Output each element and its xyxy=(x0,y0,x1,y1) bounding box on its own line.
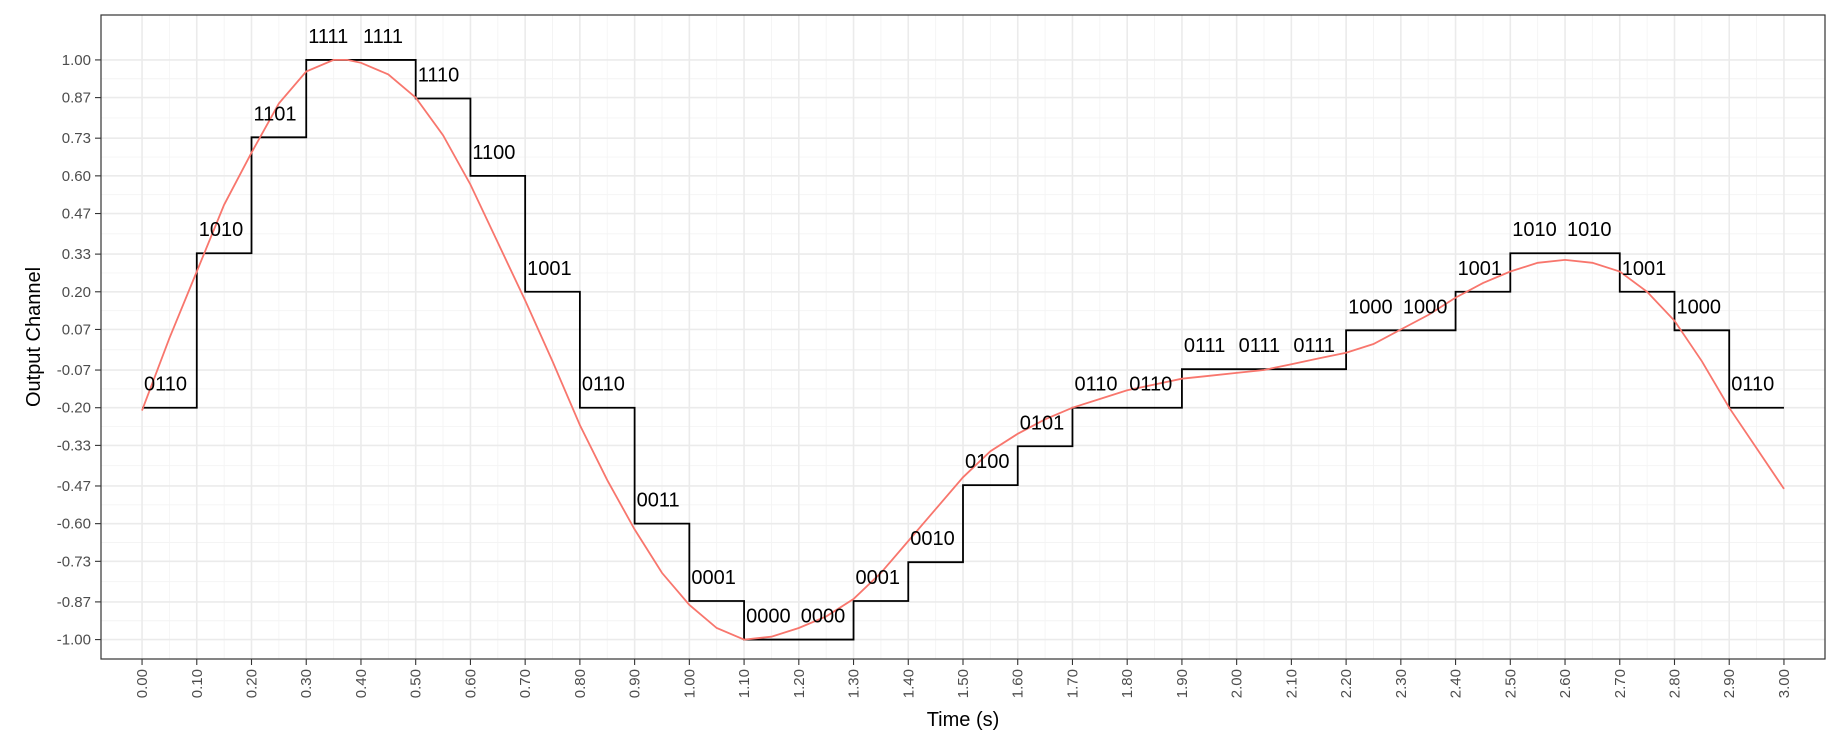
step-line xyxy=(142,59,1784,641)
x-tick-label: 1.70 xyxy=(1064,669,1081,698)
x-tick-label: 2.00 xyxy=(1229,669,1246,698)
y-tick-label: 0.47 xyxy=(62,206,91,223)
code-label: 1000 xyxy=(1403,296,1448,318)
x-tick-label: 2.20 xyxy=(1338,669,1355,698)
code-label: 0010 xyxy=(910,528,955,550)
x-axis-title: Time (s) xyxy=(927,709,1000,731)
y-tick-label: 1.00 xyxy=(62,52,91,69)
code-label: 0111 xyxy=(1239,335,1281,357)
quantized-step-series xyxy=(142,59,1784,641)
code-label: 0000 xyxy=(746,606,791,628)
y-tick-label: -1.00 xyxy=(57,632,91,649)
x-tick-label: 2.50 xyxy=(1502,669,1519,698)
y-tick-label: -0.47 xyxy=(57,478,91,495)
x-tick-label: 3.00 xyxy=(1776,669,1793,698)
x-tick-label: 1.80 xyxy=(1119,669,1136,698)
code-label: 1000 xyxy=(1348,296,1393,318)
x-tick-label: 1.30 xyxy=(846,669,863,698)
code-label: 0111 xyxy=(1184,335,1226,357)
x-tick-label: 1.00 xyxy=(681,669,698,698)
code-label: 0100 xyxy=(965,451,1010,473)
x-tick-label: 0.80 xyxy=(572,669,589,698)
code-label: 1100 xyxy=(472,142,515,164)
code-label: 1010 xyxy=(1512,219,1557,241)
code-label: 1111 xyxy=(308,26,348,48)
x-tick-label: 0.10 xyxy=(189,669,206,698)
x-tick-label: 0.20 xyxy=(244,669,261,698)
analog-signal-line xyxy=(141,59,1785,641)
analog-signal-series xyxy=(141,59,1785,641)
x-tick-label: 2.10 xyxy=(1283,669,1300,698)
x-tick-label: 0.30 xyxy=(298,669,315,698)
y-axis-title: Output Channel xyxy=(23,267,45,407)
x-tick-label: 0.90 xyxy=(627,669,644,698)
x-tick-label: 2.70 xyxy=(1612,669,1629,698)
code-label: 1111 xyxy=(363,26,403,48)
code-label: 1110 xyxy=(418,64,460,86)
y-tick-label: 0.87 xyxy=(62,90,91,107)
x-tick-label: 0.50 xyxy=(408,669,425,698)
y-tick-label: 0.73 xyxy=(62,130,91,147)
code-label: 0110 xyxy=(1074,374,1117,396)
x-tick-label: 2.90 xyxy=(1721,669,1738,698)
x-tick-label: 0.00 xyxy=(134,669,151,698)
x-tick-label: 1.40 xyxy=(900,669,917,698)
code-label: 0001 xyxy=(691,567,736,589)
code-label: 0110 xyxy=(144,374,187,396)
x-tick-label: 0.70 xyxy=(517,669,534,698)
code-label: 1010 xyxy=(199,219,244,241)
x-tick-label: 1.10 xyxy=(736,669,753,698)
code-label: 0110 xyxy=(582,374,625,396)
x-tick-label: 2.40 xyxy=(1448,669,1465,698)
x-tick-label: 2.60 xyxy=(1557,669,1574,698)
code-label: 0111 xyxy=(1293,335,1335,357)
y-tick-label: 0.33 xyxy=(62,246,91,263)
code-label: 1000 xyxy=(1676,296,1721,318)
x-tick-label: 0.40 xyxy=(353,669,370,698)
y-tick-label: 0.07 xyxy=(62,321,91,338)
code-label: 1010 xyxy=(1567,219,1612,241)
code-label: 1001 xyxy=(527,258,572,280)
y-tick-label: -0.20 xyxy=(57,400,91,417)
code-label: 0000 xyxy=(801,606,846,628)
code-label: 0101 xyxy=(1020,412,1065,434)
y-tick-label: -0.87 xyxy=(57,594,91,611)
y-tick-label: -0.73 xyxy=(57,553,91,570)
code-label: 1001 xyxy=(1458,258,1503,280)
code-label: 1001 xyxy=(1622,258,1667,280)
x-tick-label: 1.60 xyxy=(1010,669,1027,698)
y-tick-label: 0.20 xyxy=(62,284,91,301)
x-axis-ticks: 0.00 0.10 0.20 0.30 0.40 0.50 0.60 0.70 0.80 0.90… xyxy=(134,659,1793,698)
y-tick-label: -0.07 xyxy=(57,362,91,379)
y-tick-label: -0.33 xyxy=(57,437,91,454)
y-tick-label: 0.60 xyxy=(62,168,91,185)
code-label: 0001 xyxy=(856,567,901,589)
x-tick-label: 1.90 xyxy=(1174,669,1191,698)
code-label: 0011 xyxy=(637,490,680,512)
code-label: 1101 xyxy=(254,103,297,125)
x-tick-label: 0.60 xyxy=(462,669,479,698)
code-label: 0110 xyxy=(1731,374,1774,396)
y-axis-ticks: 1.00 0.87 0.73 0.60 0.47 0.33 0.20 0.07 -0.07 -0.… xyxy=(57,52,101,649)
code-labels: 0110 1010 1101 1111 1111 1110 1100 1001 0110 0011… xyxy=(144,26,1774,628)
x-tick-label: 1.20 xyxy=(791,669,808,698)
y-tick-label: -0.60 xyxy=(57,516,91,533)
x-tick-label: 2.80 xyxy=(1666,669,1683,698)
x-tick-label: 2.30 xyxy=(1393,669,1410,698)
x-tick-label: 1.50 xyxy=(955,669,972,698)
code-label: 0110 xyxy=(1129,374,1172,396)
